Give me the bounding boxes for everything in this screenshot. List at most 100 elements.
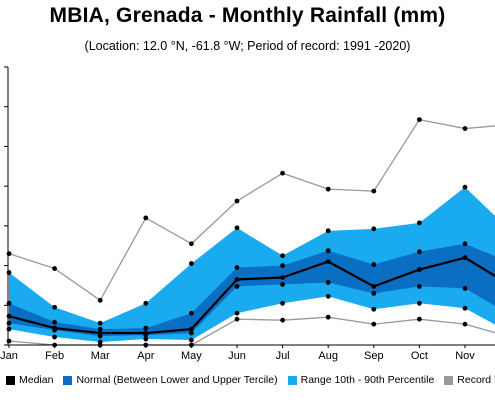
normal-high-point-may (189, 310, 194, 316)
normal-high-point-feb (52, 319, 57, 325)
normal-low-point-jan (6, 320, 12, 326)
normal-high-point-aug (325, 248, 331, 254)
normal-low-point-aug (325, 280, 331, 285)
normal-high-point-jul (280, 263, 285, 268)
record-low-point-jun (234, 316, 240, 322)
median-point-sep (371, 284, 377, 289)
chart-title: MBIA, Grenada - Monthly Rainfall (mm) (49, 4, 446, 27)
range-low-point-oct (417, 300, 422, 306)
record-low-point-jul (280, 317, 285, 323)
legend: Median Normal (Between Lower and Upper T… (6, 370, 495, 390)
tick-label-layer: JanFebMarAprMayJunJulAugSepOctNovDec (0, 350, 475, 362)
x-tick-label-oct: Oct (411, 350, 428, 362)
range-low-point-may (189, 337, 194, 343)
median-point-jul (280, 275, 285, 280)
record-high-point-nov (462, 126, 468, 131)
range-high-point-sep (371, 226, 377, 232)
record-high-point-jun (234, 198, 240, 204)
range-low-point-nov (462, 305, 468, 311)
record-low-point-sep (371, 321, 377, 327)
chart-subtitle: (Location: 12.0 °N, -61.8 °W; Period of … (84, 39, 411, 53)
legend-label-normal: Normal (Between Lower and Upper Tercile) (76, 374, 278, 386)
median-point-may (189, 326, 194, 332)
median-point-apr (143, 330, 149, 336)
record-high-point-may (189, 241, 194, 247)
range-low-point-apr (143, 336, 149, 342)
x-tick-label-jul: Jul (276, 350, 290, 362)
normal-high-point-sep (371, 262, 377, 267)
range-high-point-feb (52, 304, 57, 310)
legend-item-normal: Normal (Between Lower and Upper Tercile) (63, 374, 278, 386)
median-point-nov (462, 255, 468, 261)
record-high-point-oct (417, 117, 422, 123)
record-low-point-nov (462, 321, 468, 327)
range-low-point-mar (97, 339, 103, 345)
normal-high-point-jun (234, 265, 240, 270)
record-high-point-jul (280, 170, 285, 176)
normal-low-point-jul (280, 282, 285, 287)
median-point-jun (234, 277, 240, 282)
record-low-point-oct (417, 316, 422, 322)
range-band-layer (9, 187, 495, 343)
record-swatch (444, 375, 454, 385)
record-low-point-jan (6, 338, 12, 344)
axes-layer (4, 66, 495, 348)
normal-swatch (63, 375, 73, 385)
x-tick-label-feb: Feb (45, 350, 64, 362)
median-line-layer (8, 256, 495, 335)
x-tick-label-may: May (181, 350, 202, 362)
range-band (9, 187, 495, 343)
normal-low-point-nov (462, 286, 468, 291)
x-tick-label-jan: Jan (0, 350, 18, 362)
x-tick-label-apr: Apr (137, 350, 154, 362)
range-high-point-nov (462, 184, 468, 190)
x-tick-label-nov: Nov (455, 350, 475, 362)
median-point-mar (97, 330, 103, 336)
x-tick-label-sep: Sep (364, 350, 384, 362)
record-high-line (8, 118, 495, 301)
record-high-point-jan (6, 251, 12, 257)
median-point-aug (325, 259, 331, 264)
median-point-feb (52, 325, 57, 331)
median-point-oct (417, 267, 422, 272)
median-point-jan (6, 313, 12, 319)
range-low-point-jun (234, 310, 240, 316)
legend-label-median: Median (19, 374, 54, 386)
range-high-point-jun (234, 225, 240, 231)
normal-high-point-apr (143, 325, 149, 331)
range-high-point-oct (417, 220, 422, 226)
record-low-point-aug (325, 314, 331, 320)
normal-high-point-nov (462, 241, 468, 247)
record-high-point-apr (143, 215, 149, 221)
record-high-point-aug (325, 186, 331, 192)
range-low-point-feb (52, 334, 57, 340)
median-swatch (6, 375, 15, 385)
legend-label-record: Record Low/High (457, 374, 495, 386)
range-high-point-apr (143, 300, 149, 306)
record-high-point-mar (97, 297, 103, 303)
range-low-point-jul (280, 300, 285, 306)
range-low-point-jan (6, 326, 12, 332)
range-high-point-aug (325, 228, 331, 234)
normal-low-point-jun (234, 284, 240, 289)
range-high-point-mar (97, 320, 103, 326)
x-tick-label-jun: Jun (228, 350, 246, 362)
normal-low-point-may (189, 330, 194, 336)
range-low-point-aug (325, 293, 331, 299)
range-high-point-jul (280, 253, 285, 259)
x-tick-label-mar: Mar (91, 350, 110, 362)
normal-high-point-mar (97, 326, 103, 332)
normal-high-point-oct (417, 249, 422, 255)
rainfall-chart: JanFebMarAprMayJunJulAugSepOctNovDec (0, 66, 495, 362)
range-high-point-jan (6, 270, 12, 275)
record-high-point-feb (52, 266, 57, 271)
normal-low-point-oct (417, 284, 422, 289)
range-low-point-sep (371, 306, 377, 312)
legend-item-record: Record Low/High (444, 374, 495, 386)
median-line (8, 256, 495, 335)
x-tick-label-aug: Aug (318, 350, 338, 362)
range-high-point-may (189, 261, 194, 266)
legend-item-median: Median (6, 374, 53, 386)
record-high-point-sep (371, 188, 377, 194)
normal-low-point-sep (371, 290, 377, 296)
